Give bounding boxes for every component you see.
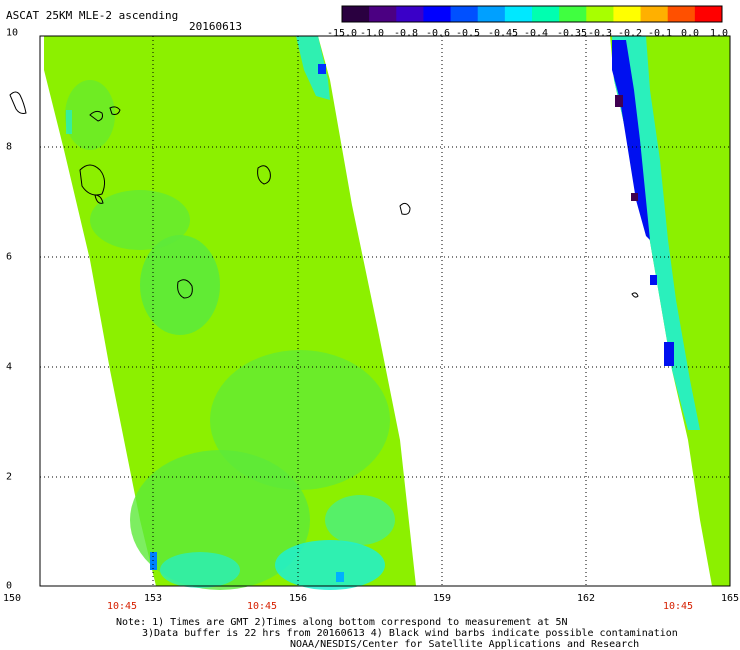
y-tick-label: 4 — [6, 361, 13, 373]
cb-label: 0.0 — [680, 28, 700, 39]
chart-date: 20160613 — [189, 20, 242, 33]
note-line-3: NOAA/NESDIS/Center for Satellite Applica… — [290, 639, 640, 650]
cb-label: -0.8 — [393, 28, 419, 39]
y-tick-label: 6 — [6, 251, 13, 263]
pass-time: 10:45 — [662, 601, 694, 612]
colorbar-segment — [477, 6, 506, 22]
x-tick-label: 165 — [720, 593, 740, 604]
colorbar-segment — [667, 6, 696, 22]
cb-label: -1.0 — [359, 28, 385, 39]
colorbar-segment — [613, 6, 642, 22]
colorbar-segment — [423, 6, 452, 22]
y-tick-label: 2 — [6, 471, 13, 483]
cb-label: -0.1 — [647, 28, 673, 39]
cb-label: -0.5 — [455, 28, 481, 39]
grid-lines — [40, 36, 730, 586]
y-tick-label: 10 — [6, 27, 19, 39]
colorbar — [341, 5, 723, 23]
plot-frame — [39, 35, 731, 587]
colorbar-segment — [640, 6, 669, 22]
x-tick-label: 150 — [2, 593, 22, 604]
colorbar-segment — [369, 6, 397, 22]
colorbar-segment — [586, 6, 614, 22]
pass-time: 10:45 — [246, 601, 278, 612]
island-outlines — [9, 91, 639, 299]
colorbar-segment — [694, 6, 723, 22]
y-tick-label: 0 — [6, 580, 13, 592]
cb-label: -0.2 — [617, 28, 643, 39]
x-tick-label: 156 — [288, 593, 308, 604]
pass-time: 10:45 — [106, 601, 138, 612]
chart-title: ASCAT 25KM MLE-2 ascending — [6, 9, 179, 22]
y-tick-label: 8 — [6, 141, 13, 153]
x-tick-label: 162 — [576, 593, 596, 604]
note-line-2: 3)Data buffer is 22 hrs from 20160613 4)… — [142, 628, 678, 639]
cb-label: 1.0 — [709, 28, 729, 39]
colorbar-segment — [396, 6, 424, 22]
cb-label: -0.35 — [556, 28, 588, 39]
swath-layer — [44, 36, 730, 590]
colorbar-segment — [504, 6, 533, 22]
cb-label: -0.6 — [425, 28, 451, 39]
note-line-1: Note: 1) Times are GMT 2)Times along bot… — [116, 617, 568, 628]
cb-label: -0.45 — [487, 28, 519, 39]
cb-label: -15.0 — [326, 28, 358, 39]
colorbar-segment — [342, 6, 370, 22]
cb-label: -0.4 — [523, 28, 549, 39]
x-tick-label: 153 — [143, 593, 163, 604]
colorbar-segment — [559, 6, 587, 22]
x-tick-label: 159 — [432, 593, 452, 604]
cb-label: -0.3 — [587, 28, 613, 39]
colorbar-segment — [450, 6, 479, 22]
colorbar-segment — [532, 6, 560, 22]
